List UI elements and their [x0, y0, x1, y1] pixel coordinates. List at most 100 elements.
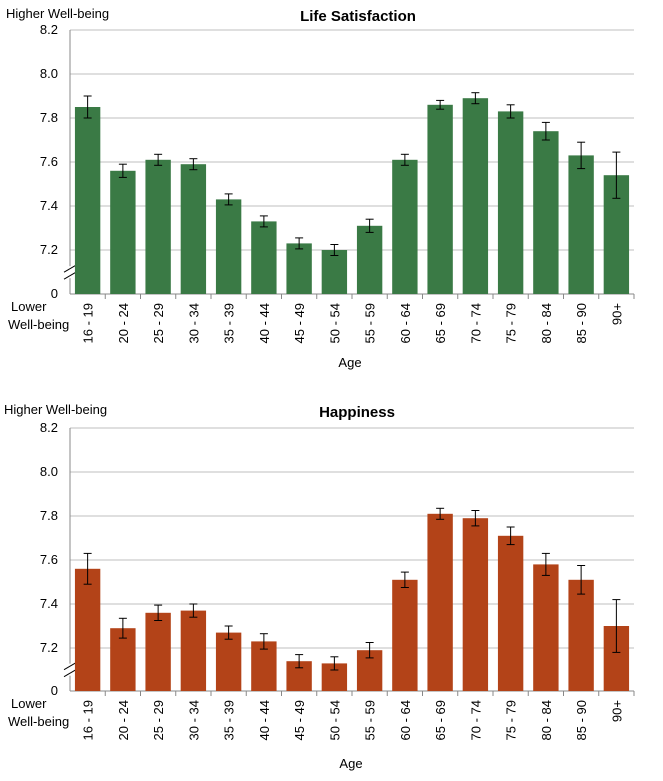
hp-error-bar: [365, 642, 374, 659]
ls-error-bar: [118, 163, 127, 178]
hp-bar: [74, 568, 101, 691]
ls-error-bar: [541, 121, 550, 141]
ls-higher-wellbeing-label: Higher Well-being: [6, 6, 109, 21]
ls-error-bar: [154, 153, 163, 166]
hp-category-label: 80 - 84: [539, 700, 554, 740]
hp-category-label: 45 - 49: [292, 700, 307, 740]
ls-y-tick-label: 7.8: [40, 110, 58, 125]
ls-error-bar: [506, 104, 515, 119]
hp-error-bar: [471, 510, 480, 527]
ls-bar: [497, 111, 524, 295]
hp-y-tick-label: 8.2: [40, 420, 58, 435]
ls-lower-wellbeing-label-1: Well-being: [8, 317, 69, 332]
hp-error-bar: [506, 526, 515, 546]
hp-y-tick-label: 7.6: [40, 552, 58, 567]
ls-y-tick-label: 8.2: [40, 22, 58, 37]
hp-axis-break: [63, 662, 77, 678]
hp-bar: [497, 535, 524, 691]
ls-error-bar: [471, 92, 480, 105]
ls-category-label: 16 - 19: [81, 303, 96, 343]
ls-category-label: 20 - 24: [116, 303, 131, 343]
hp-category-label: 55 - 59: [363, 700, 378, 740]
ls-bar: [533, 131, 559, 294]
hp-bar: [568, 579, 594, 691]
hp-bar: [145, 612, 171, 691]
ls-bar: [286, 243, 312, 294]
hp-error-bar: [541, 552, 550, 576]
hp-higher-wellbeing-label: Higher Well-being: [4, 402, 107, 417]
hp-y-tick-label: 0: [51, 683, 58, 698]
ls-y-tick-label: 7.6: [40, 154, 58, 169]
ls-category-label: 70 - 74: [468, 303, 483, 343]
hp-category-label: 65 - 69: [433, 700, 448, 740]
ls-error-bar: [259, 215, 268, 228]
ls-bar: [110, 170, 136, 294]
hp-error-bar: [259, 633, 268, 650]
hp-bar: [533, 564, 559, 691]
ls-category-label: 25 - 29: [151, 303, 166, 343]
hp-category-label: 30 - 34: [186, 700, 201, 740]
ls-category-label: 85 - 90: [574, 303, 589, 343]
ls-category-label: 60 - 64: [398, 303, 413, 343]
hp-category-label: 20 - 24: [116, 700, 131, 740]
hp-chart: Happiness Higher Well-being Lower Well-bein…: [4, 402, 635, 771]
hp-category-label: 40 - 44: [257, 700, 272, 740]
hp-error-bar: [400, 571, 409, 588]
ls-category-label: 75 - 79: [504, 303, 519, 343]
ls-axis-break: [63, 264, 77, 280]
ls-bar: [321, 250, 348, 294]
ls-error-bar: [83, 95, 92, 119]
hp-bar: [215, 632, 242, 691]
ls-category-label: 40 - 44: [257, 303, 272, 343]
hp-category-label: 35 - 39: [222, 700, 237, 740]
ls-error-bar: [295, 237, 304, 250]
ls-error-bar: [189, 158, 198, 171]
hp-error-bar: [224, 625, 233, 640]
hp-category-label: 90+: [609, 700, 624, 722]
ls-category-label: 80 - 84: [539, 303, 554, 343]
ls-y-tick-label: 7.4: [40, 198, 58, 213]
ls-category-label: 50 - 54: [327, 303, 342, 343]
ls-bar: [145, 159, 171, 294]
ls-bar: [392, 159, 418, 294]
hp-error-bar: [83, 552, 92, 585]
ls-y-tick-label: 0: [51, 286, 58, 301]
ls-bar: [462, 98, 489, 294]
hp-category-label: 16 - 19: [81, 700, 96, 740]
ls-category-label: 90+: [609, 303, 624, 325]
hp-category-label: 25 - 29: [151, 700, 166, 740]
hp-category-label: 75 - 79: [504, 700, 519, 740]
ls-y-tick-label: 8.0: [40, 66, 58, 81]
hp-lower-wellbeing-label-0: Lower: [11, 696, 47, 711]
ls-bar: [568, 155, 594, 294]
ls-bar: [251, 221, 277, 294]
ls-x-axis-label: Age: [338, 355, 361, 370]
hp-bar: [180, 610, 207, 691]
hp-bar: [427, 513, 453, 691]
ls-error-bar: [577, 141, 586, 170]
ls-bar: [74, 107, 101, 294]
ls-error-bar: [436, 99, 445, 110]
ls-lower-wellbeing-label-0: Lower: [11, 299, 47, 314]
hp-error-bar: [612, 599, 621, 653]
ls-chart-title: Life Satisfaction: [300, 8, 416, 25]
hp-x-axis-label: Age: [339, 756, 362, 771]
hp-bar: [110, 628, 136, 691]
ls-error-bar: [365, 218, 374, 233]
ls-bar: [180, 164, 207, 294]
ls-bar: [427, 104, 453, 294]
ls-category-label: 55 - 59: [363, 303, 378, 343]
ls-error-bar: [330, 244, 339, 256]
ls-category-label: 65 - 69: [433, 303, 448, 343]
hp-lower-wellbeing-label-1: Well-being: [8, 714, 69, 729]
hp-y-tick-label: 7.2: [40, 640, 58, 655]
ls-bar: [356, 225, 383, 294]
ls-bar: [215, 199, 242, 294]
hp-error-bar: [118, 617, 127, 639]
ls-category-label: 35 - 39: [222, 303, 237, 343]
hp-bar: [392, 579, 418, 691]
hp-error-bar: [154, 604, 163, 621]
ls-chart: Life Satisfaction Higher Well-being Lower W…: [6, 6, 635, 370]
hp-category-label: 85 - 90: [574, 700, 589, 740]
